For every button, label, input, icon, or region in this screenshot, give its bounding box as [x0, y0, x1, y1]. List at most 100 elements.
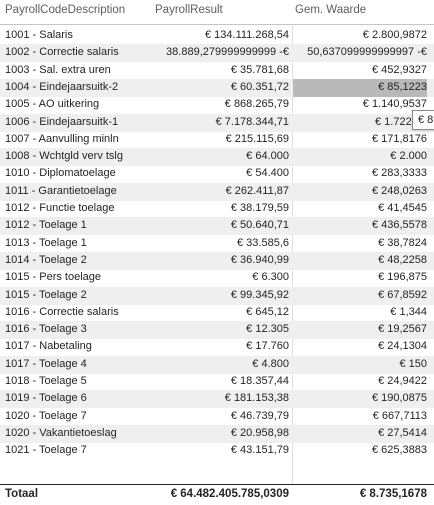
table-row[interactable]: 1002 - Correctie salaris 38.889,279999999… — [0, 44, 434, 63]
cell-payroll-code-description: 1014 - Toelage 2 — [5, 253, 87, 266]
table-row[interactable]: 1006 - Eindejaarsuitk-1 € 7.178.344,71 € 1… — [0, 113, 434, 132]
cell-gem-waarde: € 625,3883 — [371, 444, 427, 457]
table-row[interactable]: 1003 - Sal. extra uren € 35.781,68 € 452,9… — [0, 62, 434, 80]
cell-payroll-code-description: 1013 - Toelage 1 — [5, 236, 87, 249]
cell-payroll-code-description: 1016 - Correctie salaris — [5, 305, 119, 318]
cell-payroll-code-description: 1018 - Toelage 5 — [5, 375, 87, 387]
cell-payroll-result: € 18.357,44 — [230, 375, 289, 387]
cell-payroll-result: € 99.345,92 — [230, 288, 289, 301]
cell-payroll-code-description: 1011 - Garantietoelage — [5, 184, 117, 197]
header-payroll-result[interactable]: PayrollResult — [155, 4, 223, 16]
cell-payroll-result: € 33.585,6 — [237, 236, 289, 249]
cell-payroll-code-description: 1004 - Eindejaarsuitk-2 — [5, 80, 119, 93]
cell-payroll-result: € 46.739,79 — [230, 409, 289, 422]
cell-payroll-result: € 181.153,38 — [224, 392, 289, 405]
cell-payroll-code-description: 1001 - Salaris — [5, 29, 73, 41]
cell-gem-waarde: € 283,3333 — [371, 167, 427, 180]
cell-payroll-result: € 868.265,79 — [224, 98, 289, 111]
cell-payroll-code-description: 1016 - Toelage 3 — [5, 323, 87, 336]
cell-payroll-result: € 60.351,72 — [230, 80, 289, 93]
cell-gem-waarde: € 67,8592 — [378, 288, 427, 301]
cell-payroll-code-description: 1020 - Toelage 7 — [5, 409, 87, 422]
cell-payroll-result: € 64.000 — [246, 150, 289, 163]
cell-payroll-result: € 43.151,79 — [230, 444, 289, 457]
cell-payroll-code-description: 1003 - Sal. extra uren — [5, 63, 111, 76]
table-row[interactable]: 1008 - Wchtgld verv tslg € 64.000 € 2.000 — [0, 148, 434, 167]
cell-payroll-code-description: 1015 - Pers toelage — [5, 271, 102, 284]
table-row[interactable]: 1020 - Toelage 7 € 46.739,79 € 667,7113 — [0, 408, 434, 426]
cell-payroll-code-description: 1019 - Toelage 6 — [5, 392, 87, 405]
cell-payroll-code-description: 1012 - Toelage 1 — [5, 219, 87, 232]
cell-payroll-code-description: 1017 - Nabetaling — [5, 340, 92, 353]
cell-payroll-code-description: 1006 - Eindejaarsuitk-1 — [5, 115, 119, 128]
cell-gem-waarde: € 27,5414 — [378, 426, 427, 439]
table-row[interactable]: 1015 - Pers toelage € 6.300 € 196,875 — [0, 269, 434, 287]
cell-gem-waarde: € 150 — [399, 357, 427, 370]
table-row[interactable]: 1010 - Diplomatoelage € 54.400 € 283,3333 — [0, 165, 434, 183]
cell-payroll-code-description: 1021 - Toelage 7 — [5, 444, 87, 457]
selected-cell-highlight — [293, 78, 427, 97]
total-payroll-result: € 64.482.405.785,0309 — [170, 488, 289, 500]
table-row[interactable]: 1017 - Toelage 4 € 4.800 € 150 — [0, 355, 434, 374]
cell-payroll-result: € 7.178.344,71 — [215, 115, 289, 128]
cell-payroll-code-description: 1005 - AO uitkering — [5, 98, 100, 111]
cell-payroll-result: € 4.800 — [252, 357, 289, 370]
cell-payroll-code-description: 1002 - Correctie salaris — [5, 46, 119, 59]
cell-gem-waarde: € 1,344 — [390, 305, 427, 318]
table-header: PayrollCodeDescription PayrollResult Gem… — [0, 0, 434, 25]
table-row[interactable]: 1014 - Toelage 2 € 36.940,99 € 48,2258 — [0, 251, 434, 270]
cell-payroll-result: € 35.781,68 — [230, 63, 289, 76]
header-gem-waarde[interactable]: Gem. Waarde — [295, 4, 367, 16]
cell-payroll-code-description: 1020 - Vakantietoeslag — [5, 426, 117, 439]
table-row[interactable]: 1019 - Toelage 6 € 181.153,38 € 190,0875 — [0, 390, 434, 409]
table-row[interactable]: 1018 - Toelage 5 € 18.357,44 € 24,9422 — [0, 373, 434, 391]
cell-payroll-code-description: 1012 - Functie toelage — [5, 202, 115, 214]
cell-payroll-code-description: 1007 - Aanvulling minln — [5, 132, 119, 145]
cell-gem-waarde: € 171,8176 — [371, 132, 427, 145]
cell-payroll-code-description: 1015 - Toelage 2 — [5, 288, 87, 301]
cell-payroll-result: € 38.179,59 — [230, 202, 289, 214]
cell-gem-waarde: € 452,9327 — [371, 63, 427, 76]
table-row[interactable]: 1012 - Functie toelage € 38.179,59 € 41,45… — [0, 200, 434, 218]
cell-gem-waarde: € 1.140,9537 — [362, 98, 427, 111]
header-payroll-code-description[interactable]: PayrollCodeDescription — [5, 4, 126, 16]
value-tooltip: € 8 — [412, 110, 434, 130]
total-row: Totaal € 64.482.405.785,0309 € 8.735,167… — [0, 484, 434, 505]
cell-payroll-result: € 17.760 — [246, 340, 289, 353]
table-row[interactable]: 1020 - Vakantietoeslag € 20.958,98 € 27,54… — [0, 424, 434, 443]
cell-gem-waarde: € 24,1304 — [378, 340, 427, 353]
total-label: Totaal — [5, 488, 39, 500]
cell-gem-waarde: € 48,2258 — [378, 253, 427, 266]
table-row[interactable]: 1021 - Toelage 7 € 43.151,79 € 625,3883 — [0, 442, 434, 460]
cell-payroll-code-description: 1008 - Wchtgld verv tslg — [5, 150, 123, 163]
cell-payroll-code-description: 1017 - Toelage 4 — [5, 357, 87, 370]
table-row[interactable]: 1005 - AO uitkering € 868.265,79 € 1.140,9… — [0, 96, 434, 114]
table-row[interactable]: 1016 - Correctie salaris € 645,12 € 1,344 — [0, 304, 434, 322]
table-row[interactable]: 1007 - Aanvulling minln € 215.115,69 € 171… — [0, 131, 434, 149]
cell-gem-waarde: € 41,4545 — [378, 202, 427, 214]
cell-payroll-result: € 134.111.268,54 — [204, 29, 289, 41]
table-row[interactable]: 1015 - Toelage 2 € 99.345,92 € 67,8592 — [0, 286, 434, 305]
cell-payroll-result: € 262.411,87 — [225, 184, 289, 197]
cell-gem-waarde: € 436,5578 — [371, 219, 427, 232]
table-row[interactable]: 1001 - Salaris € 134.111.268,54 € 2.800,98… — [0, 27, 434, 45]
cell-gem-waarde: 50,637099999999997 -€ — [307, 46, 427, 59]
cell-payroll-result: € 645,12 — [246, 305, 289, 318]
table-row[interactable]: 1012 - Toelage 1 € 50.640,71 € 436,5578 — [0, 217, 434, 236]
cell-gem-waarde: € 2.000 — [390, 150, 427, 163]
table-row[interactable]: 1013 - Toelage 1 € 33.585,6 € 38,7824 — [0, 235, 434, 253]
table-row[interactable]: 1004 - Eindejaarsuitk-2 € 60.351,72 € 85,1… — [0, 78, 434, 97]
cell-payroll-result: € 20.958,98 — [230, 426, 289, 439]
table-row[interactable]: 1017 - Nabetaling € 17.760 € 24,1304 — [0, 338, 434, 356]
cell-payroll-result: 38.889,279999999999 -€ — [166, 46, 289, 59]
cell-gem-waarde: € 2.800,9872 — [362, 29, 427, 41]
cell-gem-waarde: € 85,1223 — [378, 80, 427, 93]
table-row[interactable]: 1016 - Toelage 3 € 12.305 € 19,2567 — [0, 321, 434, 340]
cell-gem-waarde: € 667,7113 — [372, 409, 427, 422]
cell-gem-waarde: € 196,875 — [378, 271, 427, 284]
total-gem-waarde: € 8.735,1678 — [359, 488, 427, 500]
cell-gem-waarde: € 19,2567 — [378, 323, 427, 336]
cell-payroll-result: € 54.400 — [246, 167, 289, 180]
table-row[interactable]: 1011 - Garantietoelage € 262.411,87 € 248,… — [0, 182, 434, 201]
